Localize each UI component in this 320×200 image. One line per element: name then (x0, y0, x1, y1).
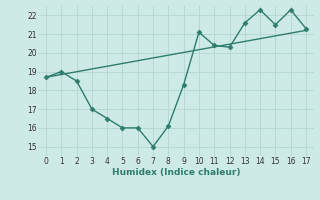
X-axis label: Humidex (Indice chaleur): Humidex (Indice chaleur) (112, 168, 240, 177)
